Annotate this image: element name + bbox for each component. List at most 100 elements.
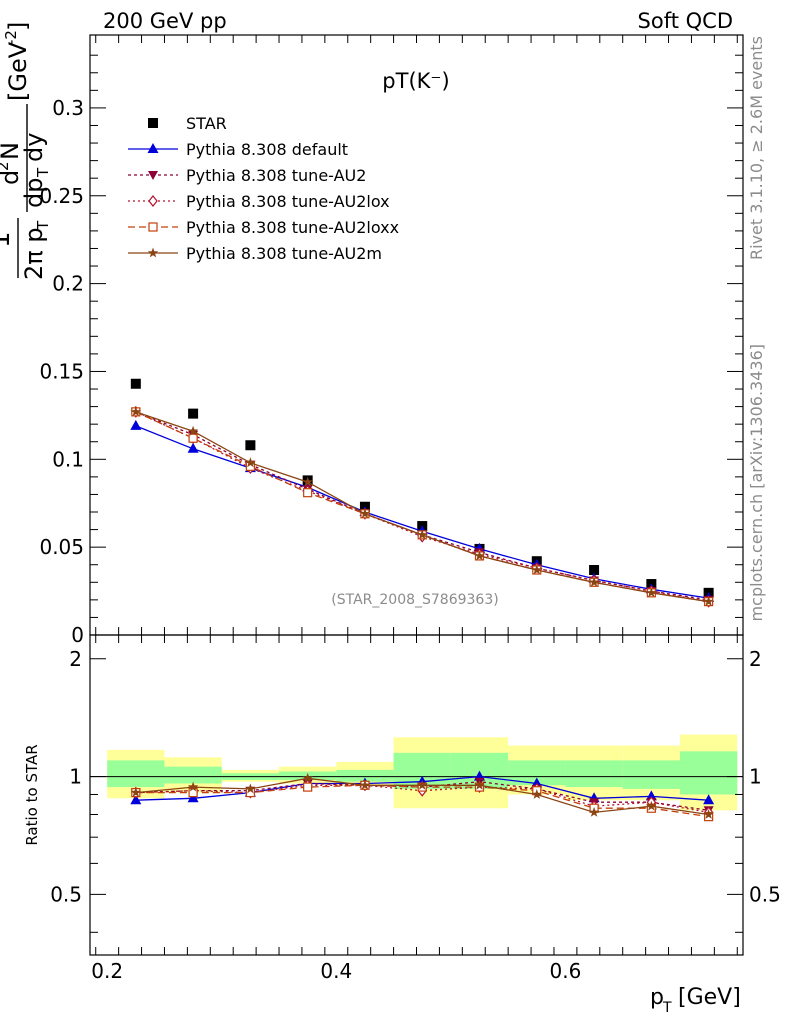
series-line-4 xyxy=(135,411,709,603)
data-point xyxy=(245,440,256,451)
data-point xyxy=(188,433,198,443)
y-tick-label: 0.1 xyxy=(52,447,84,471)
ratio-point xyxy=(188,787,198,798)
series-3 xyxy=(131,405,714,608)
legend: STAR Pythia 8.308 default Pythia 8.308 t… xyxy=(186,114,399,263)
data-point xyxy=(588,576,600,587)
data-point xyxy=(531,564,542,575)
ratio-point xyxy=(302,772,313,783)
ratio-point xyxy=(130,794,142,805)
ratio-band-inner xyxy=(164,766,222,784)
legend-marker-5 xyxy=(128,247,178,258)
ratio-y-tick-label-right: 0.5 xyxy=(749,882,781,906)
ratio-y-tick-label-right: 2 xyxy=(749,647,762,671)
svg-text:-2: -2 xyxy=(2,30,20,45)
ratio-y-tick-label: 0.5 xyxy=(50,882,82,906)
svg-text:T: T xyxy=(662,1000,672,1016)
data-point xyxy=(130,378,141,389)
legend-label-0: STAR xyxy=(186,114,227,133)
series-5 xyxy=(130,406,714,607)
ratio-y-tick-label-right: 1 xyxy=(749,765,762,789)
legend-symbol xyxy=(147,143,159,153)
svg-text:p: p xyxy=(650,985,664,1010)
ratio-point xyxy=(187,781,199,792)
legend-symbol xyxy=(148,171,158,180)
watermark: (STAR_2008_S7869363) xyxy=(331,592,498,608)
data-point xyxy=(245,457,256,468)
series-0 xyxy=(130,378,714,598)
series-4 xyxy=(131,407,714,607)
y-tick-label: 0.2 xyxy=(52,272,84,296)
main-y-axis-label: 1 2π p T d 2 N dp T dy [GeV -2 ] xyxy=(0,22,52,280)
svg-text:d: d xyxy=(0,170,24,185)
ratio-point xyxy=(474,779,485,790)
ratio-y-label: Ratio to STAR xyxy=(23,744,41,845)
series-line-3 xyxy=(135,411,709,603)
plot-layer: 0 0.05 0.1 0.15 0.2 0.25 0.3 0.2 0.4 0.6 0.5 0.5 1 1 2… xyxy=(39,34,781,983)
svg-text:dp: dp xyxy=(20,178,48,208)
ratio-y-tick-label: 1 xyxy=(69,765,82,789)
series-line-2 xyxy=(135,411,709,601)
svg-text:[GeV: [GeV xyxy=(4,41,32,101)
svg-text:N: N xyxy=(0,142,24,160)
data-point xyxy=(303,488,313,498)
legend-symbol xyxy=(148,195,158,207)
ratio-band-inner xyxy=(336,769,394,782)
data-point xyxy=(359,508,371,519)
legend-label-3: Pythia 8.308 tune-AU2lox xyxy=(186,192,390,211)
y-tick-label: 0.05 xyxy=(39,535,84,559)
ratio-point xyxy=(417,779,428,790)
x-axis-label: p T [GeV] xyxy=(650,985,741,1016)
chart-title: pT(K⁻) xyxy=(382,69,449,93)
data-point xyxy=(130,406,142,417)
y-tick-label: 0.15 xyxy=(39,359,84,383)
data-point xyxy=(703,596,714,607)
svg-text:]: ] xyxy=(4,22,32,31)
ratio-point xyxy=(703,794,715,805)
side-label-top: Rivet 3.1.10, ≥ 2.6M events xyxy=(747,36,766,260)
legend-label-1: Pythia 8.308 default xyxy=(186,140,348,159)
ratio-point xyxy=(703,809,714,819)
legend-label-2: Pythia 8.308 tune-AU2 xyxy=(186,166,366,185)
data-point xyxy=(130,419,142,430)
data-point xyxy=(188,408,199,419)
ratio-line-2 xyxy=(135,784,709,814)
y-tick-label: 0 xyxy=(71,623,84,647)
legend-symbol xyxy=(148,222,158,232)
series-line-5 xyxy=(135,411,709,603)
y-tick-label: 0.3 xyxy=(52,96,84,120)
ratio-point xyxy=(588,806,600,817)
data-point xyxy=(187,442,199,453)
ratio-point xyxy=(359,779,371,790)
ratio-point xyxy=(646,800,657,811)
series-2 xyxy=(130,407,714,605)
svg-text:2: 2 xyxy=(0,161,12,171)
data-point xyxy=(474,550,485,561)
legend-marker-3 xyxy=(128,195,178,207)
y-tick-label: 0.25 xyxy=(39,184,84,208)
ratio-band-inner xyxy=(107,760,165,788)
ratio-series-4 xyxy=(130,772,714,819)
data-point xyxy=(417,529,428,540)
legend-label-5: Pythia 8.308 tune-AU2m xyxy=(186,244,382,263)
data-point xyxy=(302,476,313,487)
x-tick-label: 0.2 xyxy=(91,959,123,983)
ratio-point xyxy=(531,789,542,799)
ratio-point xyxy=(303,782,313,792)
ratio-band-inner xyxy=(565,760,623,788)
legend-marker-2 xyxy=(128,171,178,180)
ratio-point xyxy=(645,790,657,801)
svg-text:T: T xyxy=(34,167,52,178)
series-1 xyxy=(130,419,715,603)
x-tick-label: 0.4 xyxy=(320,959,352,983)
legend-marker-1 xyxy=(128,143,178,153)
svg-text:T: T xyxy=(34,220,52,231)
ratio-point xyxy=(187,792,199,803)
data-point xyxy=(589,564,600,575)
svg-text:2π p: 2π p xyxy=(20,227,48,280)
svg-text:dy: dy xyxy=(20,133,48,162)
x-tick-label: 0.6 xyxy=(550,959,582,983)
ratio-y-tick-label: 2 xyxy=(69,647,82,671)
legend-symbol xyxy=(148,118,158,128)
